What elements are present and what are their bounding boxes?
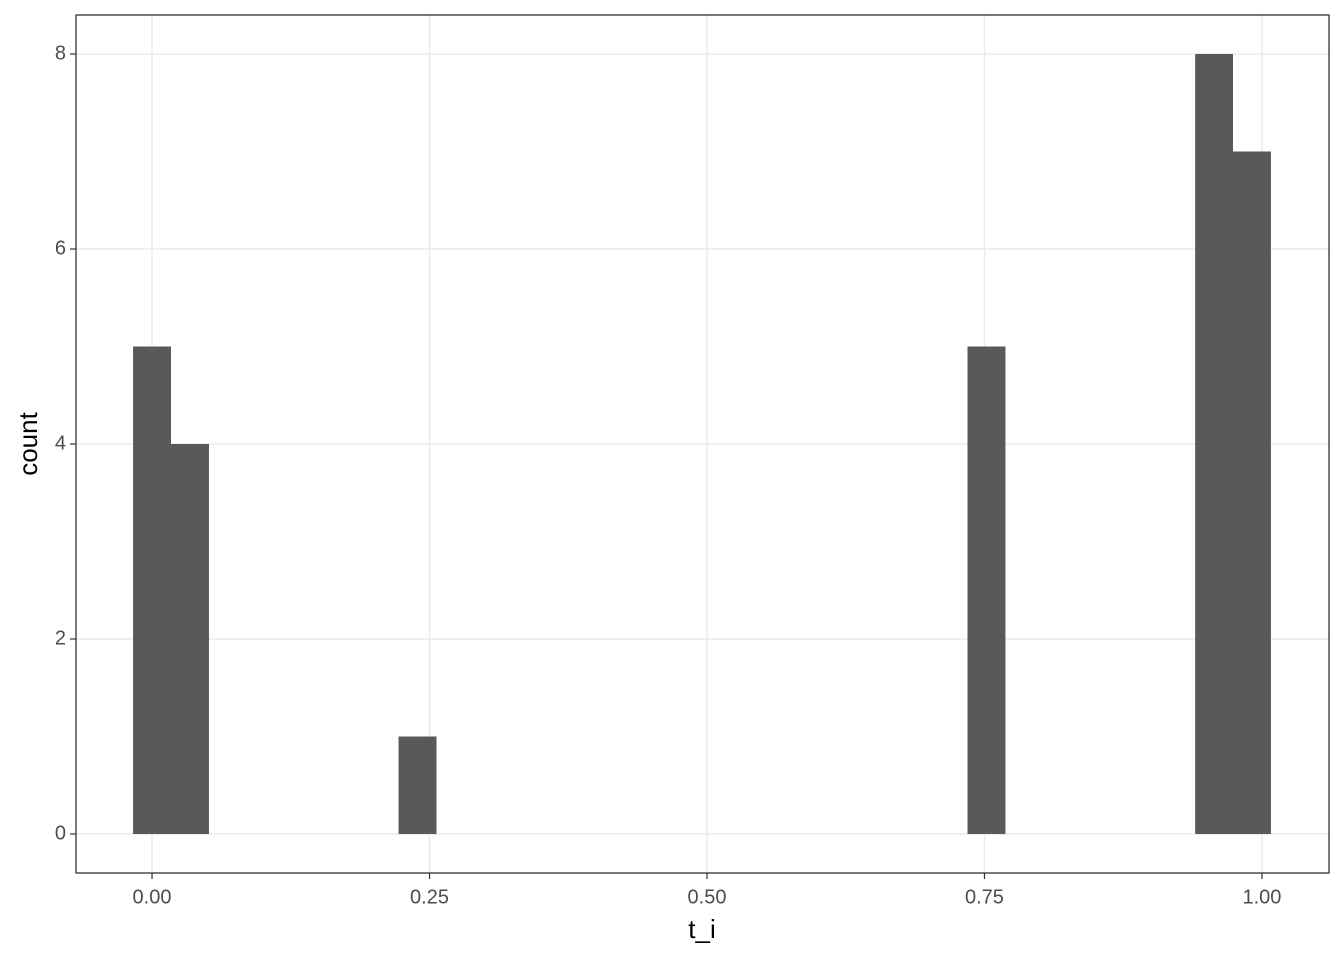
bar: [171, 444, 209, 834]
plot-border: [75, 14, 1330, 874]
y-tick-label: 4: [55, 432, 66, 454]
y-tick-label: 0: [55, 822, 66, 844]
x-tick-label: 0.25: [410, 886, 449, 908]
bar: [133, 346, 172, 834]
y-axis-title: count: [13, 411, 43, 475]
x-tick-label: 0.50: [688, 886, 727, 908]
x-tick-label: 0.00: [133, 886, 172, 908]
bar: [398, 736, 437, 834]
y-tick-label: 2: [55, 627, 66, 649]
x-tick-label: 1.00: [1242, 886, 1281, 908]
y-tick-label: 8: [55, 42, 66, 64]
x-tick-label: 0.75: [965, 886, 1004, 908]
bar: [1232, 151, 1271, 834]
bar: [1195, 54, 1233, 834]
y-tick-label: 6: [55, 237, 66, 259]
bar: [967, 346, 1006, 834]
x-axis-title: t_i: [688, 914, 715, 944]
